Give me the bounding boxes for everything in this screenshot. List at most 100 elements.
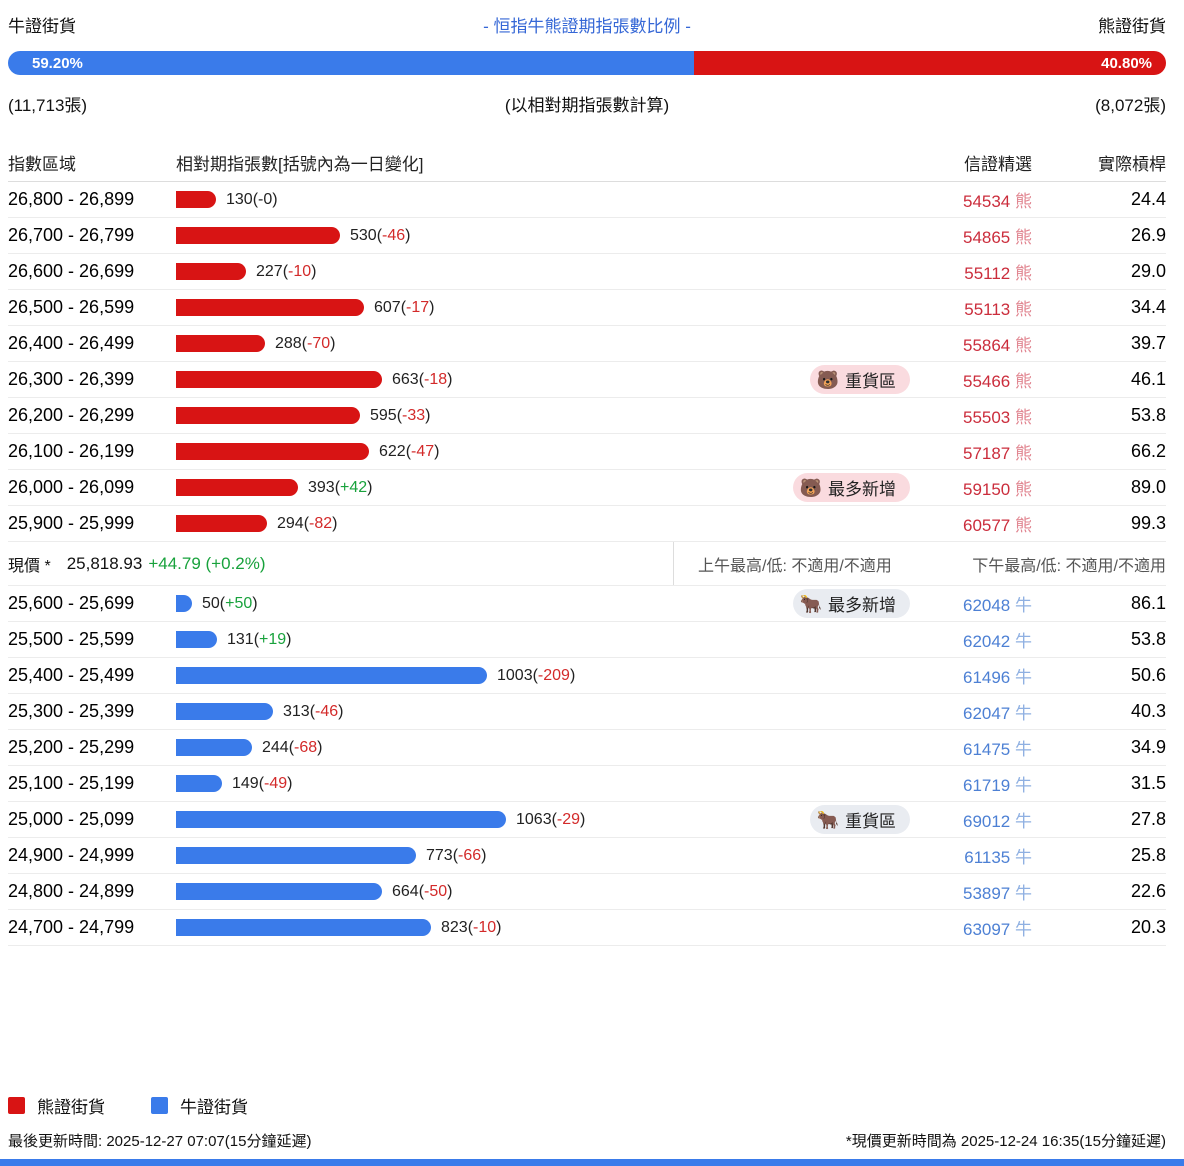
- volume-bar: [176, 191, 216, 208]
- one-day-change: -47: [411, 442, 435, 460]
- cert-code-link[interactable]: 54865 熊: [922, 223, 1032, 248]
- cert-code-link[interactable]: 62048 牛: [922, 591, 1032, 616]
- table-row: 26,500 - 26,599 607(-17) 55113 熊 34.4: [8, 290, 1166, 326]
- leverage-value: 22.6: [1130, 881, 1166, 901]
- volume-value: 149(-49): [232, 774, 293, 792]
- cert-code-link[interactable]: 55466 熊: [922, 367, 1032, 392]
- contracts-bar-cell: 50(+50) 🐂 最多新增: [176, 589, 922, 618]
- cert-code-link[interactable]: 55112 熊: [922, 259, 1032, 284]
- table-row: 26,600 - 26,699 227(-10) 55112 熊 29.0: [8, 254, 1166, 290]
- contracts-bar-cell: 773(-66): [176, 847, 922, 865]
- cert-code-suffix: 牛: [1010, 920, 1032, 939]
- price-change-value: +44.79 (+0.2%): [148, 553, 266, 573]
- index-range-label: 25,400 - 25,499: [8, 665, 135, 685]
- volume-value: 288(-70): [275, 334, 336, 352]
- bear-swatch-icon: [8, 1097, 25, 1114]
- cert-code-link[interactable]: 61475 牛: [922, 735, 1032, 760]
- index-range-label: 25,900 - 25,999: [8, 513, 135, 533]
- index-range-label: 26,200 - 26,299: [8, 405, 135, 425]
- leverage-value: 34.9: [1130, 737, 1166, 757]
- volume-value: 664(-50): [392, 882, 453, 900]
- cert-code-link[interactable]: 61496 牛: [922, 663, 1032, 688]
- cert-code-link[interactable]: 62047 牛: [922, 699, 1032, 724]
- cert-code-link[interactable]: 59150 熊: [922, 475, 1032, 500]
- index-range-label: 26,000 - 26,099: [8, 477, 135, 497]
- contracts-bar-cell: 130(-0): [176, 191, 922, 209]
- page-title: - 恒指牛熊證期指張數比例 -: [483, 17, 691, 36]
- most-added-badge: 🐻 最多新增: [792, 473, 910, 502]
- cert-code-number: 55466: [962, 372, 1011, 391]
- contracts-bar-cell: 149(-49): [176, 775, 922, 793]
- badge-label: 重貨區: [845, 372, 896, 391]
- one-day-change: +50: [225, 594, 253, 612]
- bear-percent: 40.80%: [1101, 54, 1152, 72]
- index-range-label: 24,900 - 24,999: [8, 845, 135, 865]
- bear-ratio-segment: 40.80%: [693, 51, 1166, 75]
- cert-code-suffix: 熊: [1010, 300, 1032, 319]
- cert-code-link[interactable]: 61135 牛: [922, 843, 1032, 868]
- table-row: 26,800 - 26,899 130(-0) 54534 熊 24.4: [8, 182, 1166, 218]
- index-range-label: 25,200 - 25,299: [8, 737, 135, 757]
- cert-code-suffix: 熊: [1010, 516, 1032, 535]
- heavy-zone-badge: 🐻 重貨區: [809, 365, 910, 394]
- one-day-change: -66: [458, 846, 482, 864]
- volume-bar: [176, 667, 487, 684]
- one-day-change: -46: [315, 702, 339, 720]
- cert-code-suffix: 熊: [1010, 264, 1032, 283]
- leverage-value: 50.6: [1130, 665, 1166, 685]
- legend: 熊證街貨 牛證街貨: [8, 1093, 248, 1118]
- cert-code-link[interactable]: 63097 牛: [922, 915, 1032, 940]
- leverage-value: 40.3: [1130, 701, 1166, 721]
- cert-code-link[interactable]: 53897 牛: [922, 879, 1032, 904]
- table-row: 26,400 - 26,499 288(-70) 55864 熊 39.7: [8, 326, 1166, 362]
- volume-value: 294(-82): [277, 514, 338, 532]
- volume-bar: [176, 739, 252, 756]
- bull-outstanding-label: 牛證街貨: [8, 17, 76, 36]
- am-high-low: 上午最高/低: 不適用/不適用: [698, 557, 892, 575]
- cert-code-number: 57187: [962, 444, 1011, 463]
- volume-value: 50(+50): [202, 594, 258, 612]
- cert-code-link[interactable]: 62042 牛: [922, 627, 1032, 652]
- legend-item-bear: 熊證街貨: [8, 1093, 105, 1118]
- table-row: 25,000 - 25,099 1063(-29) 🐂 重貨區 69012 牛 27.8: [8, 802, 1166, 838]
- contracts-bar-cell: 1003(-209): [176, 667, 922, 685]
- current-price-value: 25,818.93: [66, 553, 143, 573]
- cert-code-link[interactable]: 61719 牛: [922, 771, 1032, 796]
- page-header: 牛證街貨 - 恒指牛熊證期指張數比例 - 熊證街貨: [8, 12, 1166, 37]
- volume-bar: [176, 775, 222, 792]
- index-range-label: 24,700 - 24,799: [8, 917, 135, 937]
- cert-code-link[interactable]: 57187 熊: [922, 439, 1032, 464]
- current-price-group: 現價 * 25,818.93 +44.79 (+0.2%): [8, 542, 674, 585]
- cert-code-link[interactable]: 55113 熊: [922, 295, 1032, 320]
- table-row: 26,300 - 26,399 663(-18) 🐻 重貨區 55466 熊 46.1: [8, 362, 1166, 398]
- ox-face-icon: 🐂: [799, 593, 822, 614]
- one-day-change: -209: [537, 666, 570, 684]
- table-row: 25,100 - 25,199 149(-49) 61719 牛 31.5: [8, 766, 1166, 802]
- leverage-value: 53.8: [1130, 405, 1166, 425]
- one-day-change: -50: [424, 882, 448, 900]
- ox-face-icon: 🐂: [816, 809, 839, 830]
- column-header-leverage: 實際槓桿: [1098, 155, 1166, 174]
- table-row: 26,700 - 26,799 530(-46) 54865 熊 26.9: [8, 218, 1166, 254]
- leverage-value: 86.1: [1130, 593, 1166, 613]
- cert-code-suffix: 牛: [1010, 848, 1032, 867]
- cert-code-link[interactable]: 60577 熊: [922, 511, 1032, 536]
- cert-code-link[interactable]: 55864 熊: [922, 331, 1032, 356]
- cert-code-link[interactable]: 55503 熊: [922, 403, 1032, 428]
- table-header-row: 指數區域 相對期指張數[括號內為一日變化] 信證精選 實際槓桿: [8, 144, 1166, 182]
- price-update-time: *現價更新時間為 2025-12-24 16:35(15分鐘延遲): [845, 1133, 1166, 1150]
- cert-code-number: 55112: [964, 264, 1011, 283]
- index-range-label: 26,300 - 26,399: [8, 369, 135, 389]
- volume-bar: [176, 515, 267, 532]
- cert-code-link[interactable]: 54534 熊: [922, 187, 1032, 212]
- bear-contracts-count: (8,072張): [1095, 96, 1166, 115]
- table-row: 24,700 - 24,799 823(-10) 63097 牛 20.3: [8, 910, 1166, 946]
- cert-code-link[interactable]: 69012 牛: [922, 807, 1032, 832]
- volume-bar: [176, 479, 298, 496]
- column-header-contracts: 相對期指張數[括號內為一日變化]: [176, 155, 424, 174]
- heavy-zone-badge: 🐂 重貨區: [809, 805, 910, 834]
- volume-bar: [176, 595, 192, 612]
- index-range-label: 26,100 - 26,199: [8, 441, 135, 461]
- cert-code-suffix: 熊: [1010, 192, 1032, 211]
- volume-bar: [176, 847, 416, 864]
